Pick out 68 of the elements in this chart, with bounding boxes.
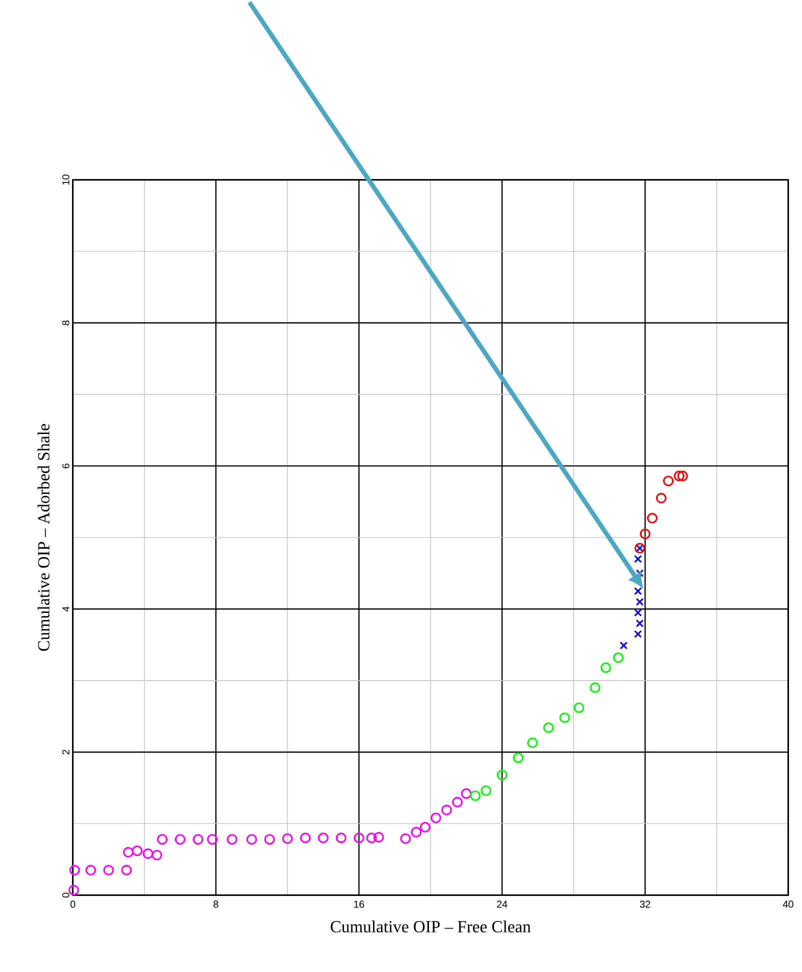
point <box>600 662 611 673</box>
point <box>206 834 218 845</box>
point <box>264 834 275 845</box>
point <box>430 812 442 824</box>
point <box>663 476 674 486</box>
y-tick-label: 6 <box>62 464 70 468</box>
point <box>410 826 422 838</box>
point <box>460 788 472 799</box>
point <box>318 832 328 844</box>
point <box>152 850 162 860</box>
point <box>634 587 642 596</box>
point <box>142 848 154 859</box>
y-tick-label: 8 <box>62 320 70 326</box>
point <box>366 832 377 844</box>
point <box>85 864 96 876</box>
point <box>634 608 642 617</box>
x-tick-label: 24 <box>496 900 508 908</box>
y-tick-label: 2 <box>62 750 70 754</box>
point <box>636 598 644 606</box>
y-tick-label: 4 <box>62 606 70 612</box>
point <box>373 832 384 843</box>
point <box>496 770 508 780</box>
point <box>441 804 452 816</box>
point <box>543 722 554 734</box>
y-tick-label: 0 <box>62 892 70 898</box>
point <box>246 834 257 845</box>
point <box>677 470 688 482</box>
point <box>122 846 134 858</box>
point <box>354 832 364 844</box>
x-tick-label: 8 <box>214 900 218 908</box>
point <box>470 790 480 802</box>
point <box>634 630 642 638</box>
point <box>400 833 411 844</box>
point <box>574 702 584 714</box>
point <box>69 864 80 876</box>
y-tick-label: 10 <box>62 174 70 185</box>
point <box>103 864 114 876</box>
x-axis-title: Cumulative OIP – Free Clean <box>330 920 531 932</box>
point <box>226 834 238 845</box>
point <box>300 832 311 844</box>
point <box>620 642 628 650</box>
point <box>68 884 79 896</box>
x-tick-label: 0 <box>70 900 76 908</box>
point <box>480 785 492 796</box>
point <box>282 833 293 844</box>
x-tick-label: 40 <box>782 900 794 908</box>
point <box>527 738 538 748</box>
point <box>121 864 132 876</box>
point <box>656 492 666 504</box>
point <box>192 834 204 845</box>
point <box>636 619 644 628</box>
point <box>612 652 624 663</box>
point <box>590 682 600 694</box>
point <box>174 834 186 845</box>
x-tick-label: 16 <box>354 900 364 908</box>
x-tick-label: 32 <box>640 900 650 908</box>
point <box>156 834 168 845</box>
point <box>452 796 463 808</box>
point <box>336 832 346 844</box>
y-axis-title: Cumulative OIP – Adorbed Shale <box>38 424 50 651</box>
point <box>132 846 142 856</box>
point <box>634 554 642 563</box>
point <box>646 512 658 524</box>
point <box>420 822 430 833</box>
point <box>512 752 524 764</box>
point <box>674 470 684 482</box>
point <box>640 528 650 540</box>
point <box>559 712 570 724</box>
